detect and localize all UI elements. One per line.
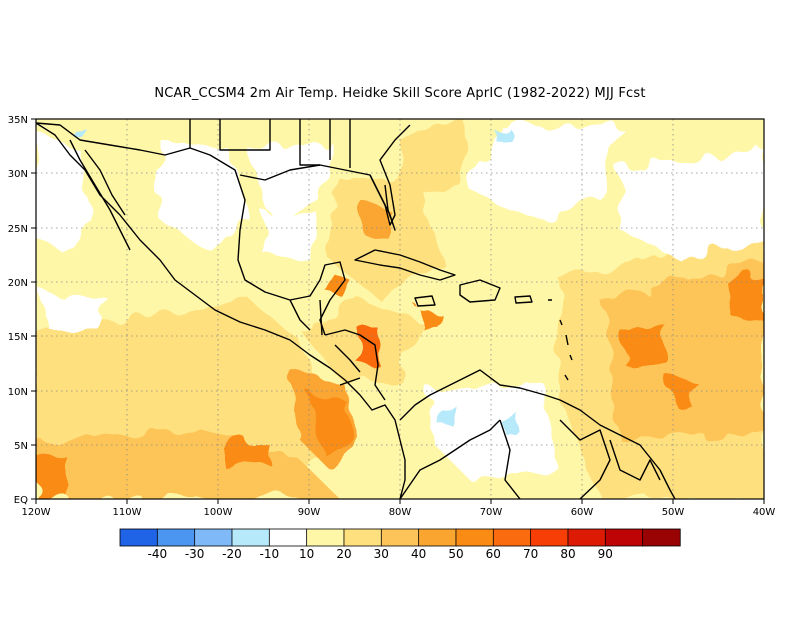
colorbar-label: -20 bbox=[222, 547, 242, 561]
colorbar-swatch bbox=[194, 528, 233, 547]
lat-label: 10N bbox=[8, 387, 28, 398]
lat-label: 5N bbox=[14, 441, 28, 452]
colorbar-label: 80 bbox=[560, 547, 575, 561]
colorbar-swatch bbox=[455, 528, 495, 547]
lon-label: 100W bbox=[204, 507, 233, 518]
lat-label: 25N bbox=[8, 224, 28, 235]
lat-labels: EQ 5N 10N 15N 20N 25N 30N 35N bbox=[8, 115, 28, 506]
lat-label: 20N bbox=[8, 278, 28, 289]
lon-label: 70W bbox=[480, 507, 503, 518]
lat-label: 30N bbox=[8, 169, 28, 180]
colorbar-swatch bbox=[642, 528, 681, 547]
lon-label: 90W bbox=[298, 507, 321, 518]
colorbar-swatch bbox=[268, 528, 308, 547]
colorbar-swatch bbox=[418, 528, 457, 547]
colorbar-swatch bbox=[343, 528, 383, 547]
colorbar-label: -10 bbox=[260, 547, 280, 561]
map-title: NCAR_CCSM4 2m Air Temp. Heidke Skill Sco… bbox=[154, 86, 646, 101]
colorbar: -40 -30 -20 -10 10 20 30 40 50 60 70 80 90 bbox=[119, 528, 681, 561]
lat-label: EQ bbox=[14, 495, 28, 506]
lon-label: 110W bbox=[113, 507, 142, 518]
colorbar-label: -40 bbox=[148, 547, 168, 561]
colorbar-swatch bbox=[156, 528, 196, 547]
colorbar-label: 90 bbox=[598, 547, 613, 561]
axis-ticks bbox=[31, 118, 765, 504]
graticule bbox=[36, 119, 764, 499]
lon-label: 40W bbox=[753, 507, 776, 518]
lon-labels: 120W 110W 100W 90W 80W 70W 60W 50W 40W bbox=[22, 507, 776, 518]
colorbar-label: 30 bbox=[374, 547, 389, 561]
colorbar-label: 60 bbox=[486, 547, 501, 561]
skill-field bbox=[36, 119, 764, 499]
colorbar-swatch bbox=[306, 528, 345, 547]
colorbar-label: 20 bbox=[336, 547, 351, 561]
lon-label: 60W bbox=[571, 507, 594, 518]
colorbar-swatch bbox=[567, 528, 606, 547]
lon-label: 50W bbox=[662, 507, 685, 518]
colorbar-swatch bbox=[380, 528, 420, 547]
colorbar-label: 70 bbox=[523, 547, 538, 561]
colorbar-label: -30 bbox=[185, 547, 205, 561]
colorbar-swatch bbox=[492, 528, 532, 547]
colorbar-swatch bbox=[119, 528, 159, 547]
coastlines bbox=[36, 119, 676, 499]
lon-label: 80W bbox=[389, 507, 412, 518]
colorbar-label: 50 bbox=[448, 547, 463, 561]
colorbar-swatch bbox=[231, 528, 271, 547]
colorbar-label: 10 bbox=[299, 547, 314, 561]
lat-label: 15N bbox=[8, 332, 28, 343]
lat-label: 35N bbox=[8, 115, 28, 126]
colorbar-swatch bbox=[604, 528, 644, 547]
colorbar-swatch bbox=[530, 528, 569, 547]
colorbar-label: 40 bbox=[411, 547, 426, 561]
lon-label: 120W bbox=[22, 507, 51, 518]
